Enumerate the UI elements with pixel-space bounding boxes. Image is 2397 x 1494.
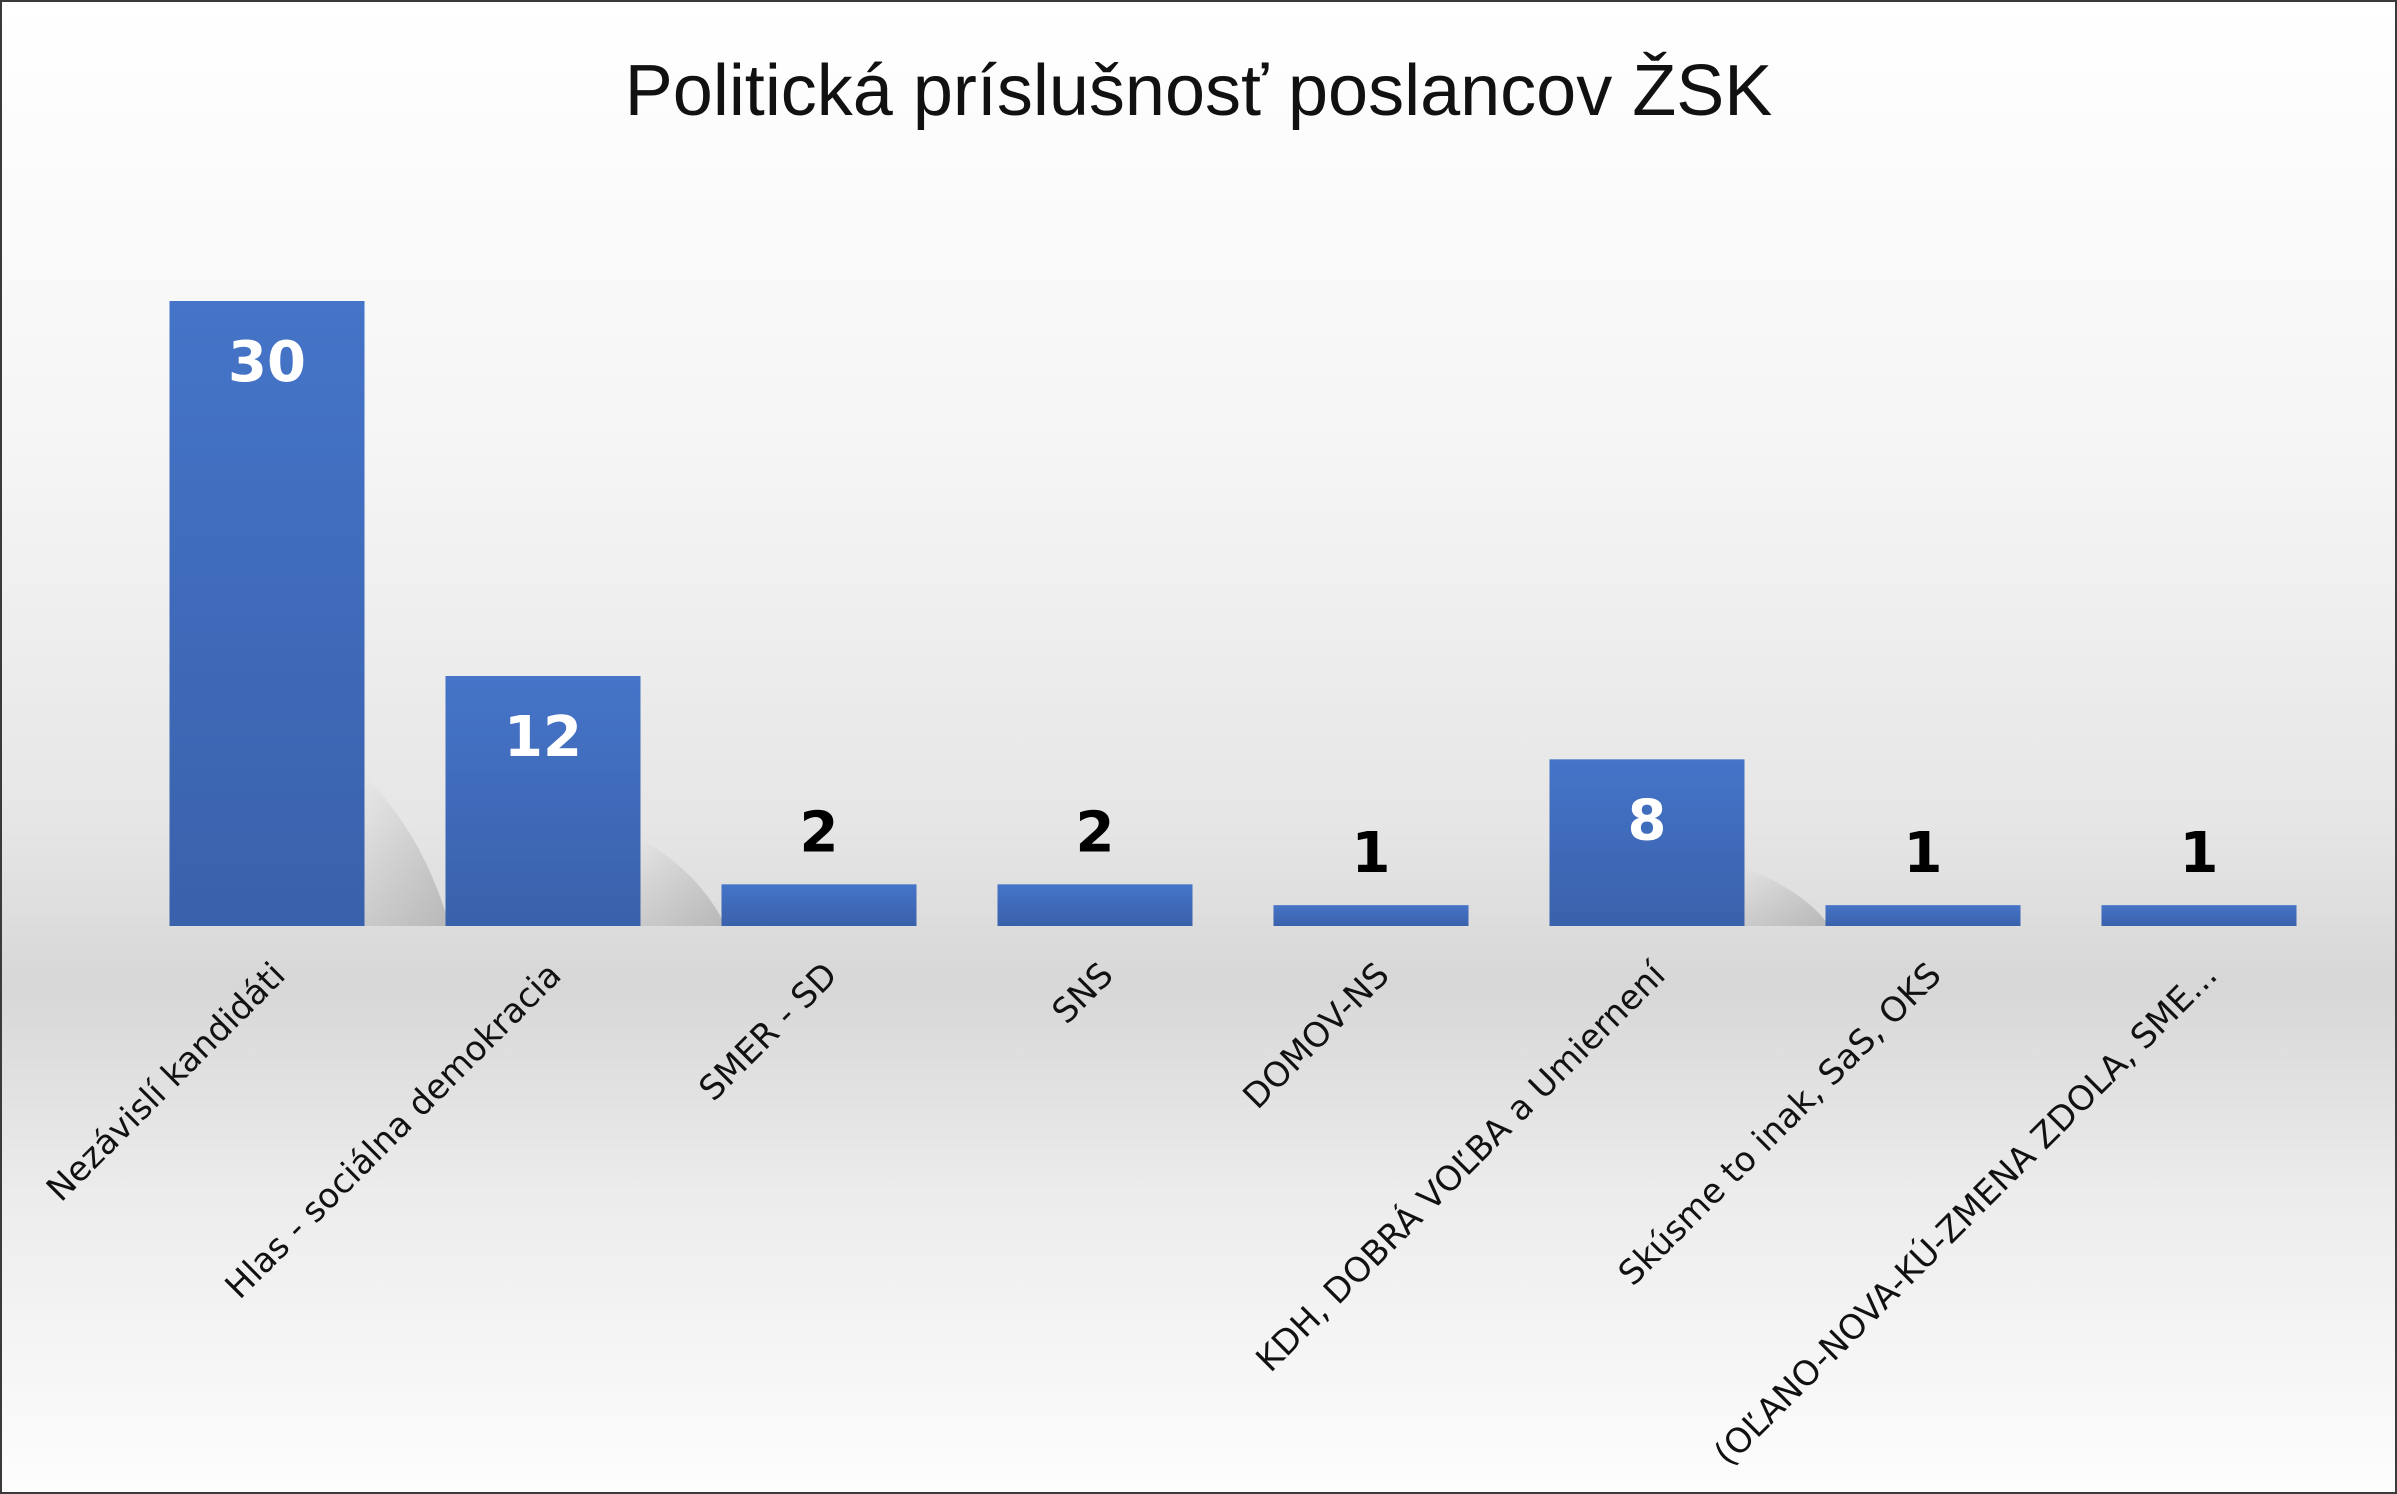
bar-3 (721, 884, 917, 926)
bar-shadow (364, 776, 450, 926)
data-label-4: 2 (1076, 800, 1115, 865)
chart-title: Politická príslušnosť poslancov ŽSK (624, 51, 1773, 131)
category-label-1: Nezávislí kandidáti (39, 955, 293, 1209)
bar-7 (1825, 905, 2021, 926)
bar-shadows (364, 776, 1830, 926)
bar-8 (2101, 905, 2297, 926)
bar-shadow (1744, 867, 1830, 926)
category-label-7: Skúsme to inak, SaS, OKS (1611, 955, 1949, 1293)
data-label-5: 1 (1352, 821, 1391, 886)
bar-2 (445, 676, 641, 926)
bars (169, 301, 2297, 926)
data-label-7: 1 (1904, 821, 1943, 886)
bar-5 (1273, 905, 1469, 926)
bar-1 (169, 301, 365, 926)
data-label-2: 12 (504, 705, 582, 770)
bar-4 (997, 884, 1193, 926)
data-label-1: 30 (228, 330, 306, 395)
data-label-3: 2 (800, 800, 839, 865)
category-label-3: SMER - SD (691, 955, 845, 1109)
bar-6 (1549, 759, 1745, 926)
data-label-8: 1 (2180, 821, 2219, 886)
data-label-6: 8 (1628, 788, 1667, 853)
data-labels: 30 12 2 2 1 8 1 1 (228, 330, 2218, 886)
category-label-8: (OĽANO-NOVA-KÚ-ZMENA ZDOLA, SME... (1706, 954, 2226, 1474)
category-label-4: SNS (1045, 955, 1122, 1032)
category-label-5: DOMOV-NS (1235, 955, 1397, 1117)
category-label-2: Hlas - sociálna demokracia (218, 955, 570, 1307)
bar-shadow (640, 838, 726, 926)
